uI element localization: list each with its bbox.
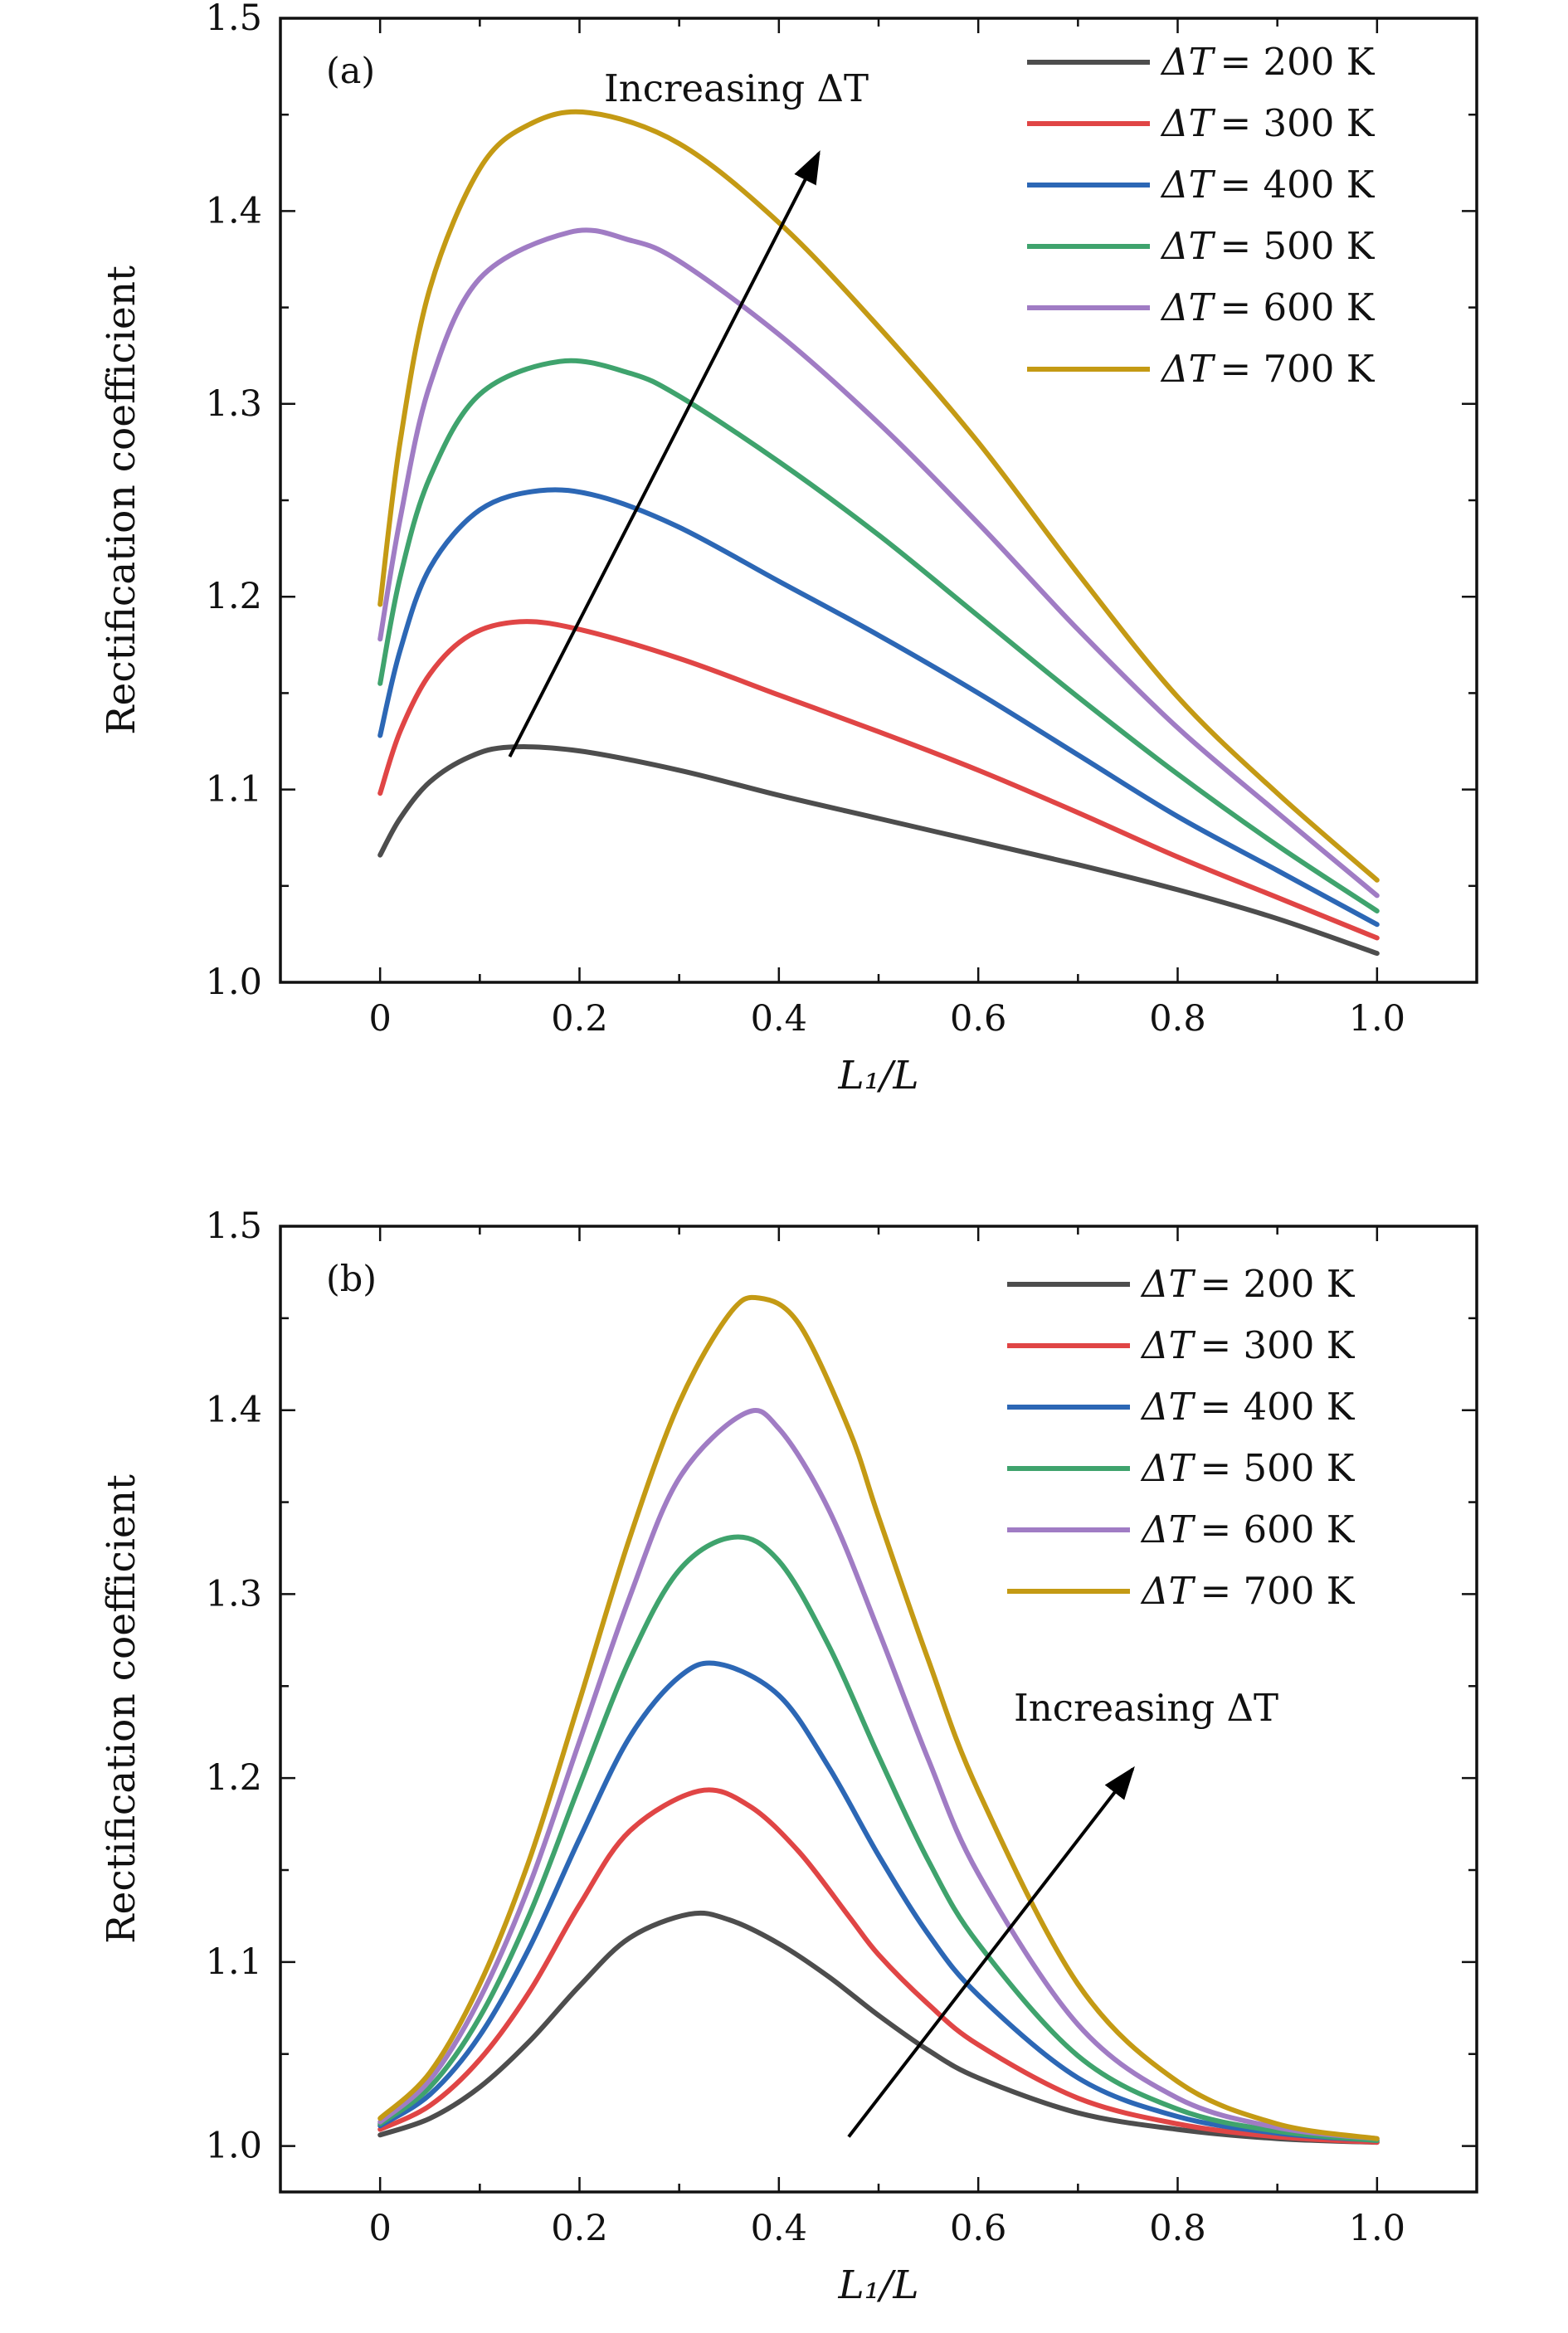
series-line-dt-400 [377, 1660, 1380, 2143]
series-line-dt-500 [377, 1534, 1380, 2143]
series-line-dt-700 [377, 109, 1380, 883]
legend-label-rhs: = 300 K [1220, 101, 1376, 145]
legend-label-dt-200: ΔT = 200 K [1160, 40, 1376, 84]
annotation-text: Increasing ΔT [1014, 1686, 1278, 1730]
legend-label-lhs: ΔT [1160, 347, 1215, 391]
y-tick-label: 1.2 [206, 576, 262, 617]
legend-label-rhs: = 500 K [1220, 224, 1376, 268]
y-tick-label: 1.0 [206, 962, 262, 1003]
x-tick-label: 0.8 [1149, 998, 1205, 1040]
y-tick-label: 1.1 [206, 769, 262, 811]
legend-label-lhs: ΔT [1160, 40, 1215, 84]
x-tick-label: 0.6 [950, 2208, 1006, 2249]
legend-label-lhs: ΔT [1160, 285, 1215, 329]
series-line-dt-600 [377, 227, 1380, 899]
panel-label: (a) [326, 51, 375, 92]
x-tick-label: 0 [368, 998, 391, 1040]
y-tick-label: 1.4 [206, 1390, 262, 1431]
y-axis-label: Rectification coefficient [99, 1474, 144, 1944]
legend-label-lhs: ΔT [1140, 1385, 1195, 1429]
legend-label-dt-500: ΔT = 500 K [1160, 224, 1376, 268]
legend-label-rhs: = 600 K [1220, 285, 1376, 329]
legend-label-dt-300: ΔT = 300 K [1140, 1323, 1356, 1367]
y-tick-label: 1.0 [206, 2126, 262, 2167]
annotation-text: Increasing ΔT [604, 66, 869, 110]
legend-label-dt-400: ΔT = 400 K [1160, 163, 1376, 207]
legend-label-rhs: = 300 K [1200, 1323, 1356, 1367]
legend-label-rhs: = 700 K [1200, 1569, 1356, 1613]
legend-label-rhs: = 600 K [1200, 1507, 1356, 1551]
series-line-dt-200 [377, 744, 1380, 957]
series-line-dt-300 [377, 1787, 1380, 2145]
x-tick-label: 0.6 [950, 998, 1006, 1040]
legend-label-dt-500: ΔT = 500 K [1140, 1446, 1356, 1490]
legend-label-dt-400: ΔT = 400 K [1140, 1385, 1356, 1429]
legend-label-dt-600: ΔT = 600 K [1160, 285, 1376, 329]
legend-label-dt-700: ΔT = 700 K [1160, 347, 1376, 391]
legend-label-rhs: = 700 K [1220, 347, 1376, 391]
series-line-dt-700 [377, 1294, 1380, 2141]
chart-panel-a: Increasing ΔT 0 0.2 0.4 0.6 0.8 1.0 1.0 1.1 1.2 1.… [99, 0, 1478, 1098]
legend-label-dt-700: ΔT = 700 K [1140, 1569, 1356, 1613]
legend-label-lhs: ΔT [1140, 1262, 1195, 1306]
legend-label-rhs: = 200 K [1220, 40, 1376, 84]
x-axis-label: L₁/L [837, 2262, 918, 2308]
series-line-dt-500 [377, 358, 1380, 913]
y-axis-label: Rectification coefficient [99, 265, 144, 735]
legend-label-lhs: ΔT [1140, 1569, 1195, 1613]
x-tick-label: 0.4 [751, 998, 807, 1040]
y-tick-label: 1.2 [206, 1757, 262, 1799]
legend-label-lhs: ΔT [1160, 224, 1215, 268]
y-tick-label: 1.3 [206, 383, 262, 425]
legend-label-rhs: = 400 K [1220, 163, 1376, 207]
series-line-dt-400 [377, 487, 1380, 928]
x-tick-label: 0.2 [551, 998, 607, 1040]
x-tick-label: 1.0 [1349, 2208, 1405, 2249]
x-tick-label: 0 [368, 2208, 391, 2249]
series-line-dt-200 [377, 1910, 1380, 2145]
panel-label: (b) [326, 1259, 377, 1300]
increasing-arrow [847, 1766, 1135, 2138]
legend-label-lhs: ΔT [1140, 1446, 1195, 1490]
x-tick-label: 0.2 [551, 2208, 607, 2249]
series-line-dt-600 [377, 1408, 1380, 2141]
x-tick-label: 0.4 [751, 2208, 807, 2249]
legend-label-dt-600: ΔT = 600 K [1140, 1507, 1356, 1551]
y-tick-label: 1.3 [206, 1573, 262, 1615]
y-tick-label: 1.1 [206, 1941, 262, 1983]
legend-label-lhs: ΔT [1140, 1507, 1195, 1551]
legend-label-lhs: ΔT [1140, 1323, 1195, 1367]
legend-label-lhs: ΔT [1160, 163, 1215, 207]
y-tick-label: 1.5 [206, 1205, 262, 1247]
x-tick-label: 0.8 [1149, 2208, 1205, 2249]
legend-label-lhs: ΔT [1160, 101, 1215, 145]
chart-panel-b: Increasing ΔT 0 0.2 0.4 0.6 0.8 1.0 1.0 1.1 1.2 1.… [99, 1205, 1478, 2308]
x-tick-label: 1.0 [1349, 998, 1405, 1040]
series-line-dt-300 [377, 619, 1380, 941]
legend-label-rhs: = 200 K [1200, 1262, 1356, 1306]
y-tick-label: 1.5 [206, 0, 262, 39]
legend-label-dt-200: ΔT = 200 K [1140, 1262, 1356, 1306]
increasing-arrow [508, 150, 821, 758]
x-axis-label: L₁/L [837, 1053, 918, 1098]
y-tick-label: 1.4 [206, 190, 262, 231]
legend-label-rhs: = 500 K [1200, 1446, 1356, 1490]
legend-label-rhs: = 400 K [1200, 1385, 1356, 1429]
legend-label-dt-300: ΔT = 300 K [1160, 101, 1376, 145]
